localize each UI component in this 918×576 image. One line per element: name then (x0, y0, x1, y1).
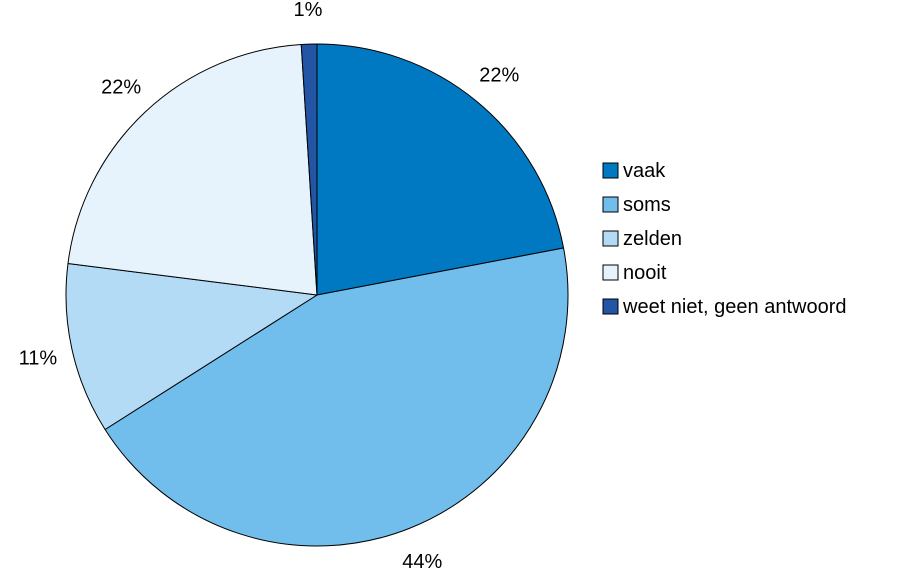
pie-data-labels: 22% 44% 11% 22% 1% (19, 0, 520, 573)
legend-label-vaak: vaak (623, 160, 666, 182)
pie-slice-vaak (316, 43, 565, 296)
legend-label-soms: soms (623, 194, 671, 216)
legend-swatch-nooit (602, 264, 619, 281)
data-label-soms: 44% (402, 551, 442, 571)
pie-slice-weet-niet-geen-antwoord (300, 43, 318, 296)
data-label-zelden: 11% (19, 347, 58, 369)
data-label-weet-niet-geen-antwoord: 1% (294, 0, 323, 21)
legend-swatch-zelden (602, 230, 619, 247)
legend-label-zelden: zelden (623, 228, 682, 250)
pie-slice-soms (104, 247, 569, 547)
pie-slice-zelden (65, 263, 318, 430)
legend-swatch-weet-niet-geen-antwoord (602, 298, 619, 315)
data-label-vaak: 22% (479, 65, 519, 87)
pie-slices (65, 43, 569, 547)
data-label-nooit: 22% (101, 77, 141, 99)
legend-swatch-soms (602, 196, 619, 213)
legend-label-weet-niet-geen-antwoord: weet niet, geen antwoord (622, 296, 847, 318)
legend-label-nooit: nooit (623, 262, 667, 284)
legend: vaak soms zelden nooit weet niet, geen antwo… (602, 160, 847, 318)
pie-slice-nooit (67, 44, 318, 296)
legend-swatch-vaak (602, 162, 619, 179)
